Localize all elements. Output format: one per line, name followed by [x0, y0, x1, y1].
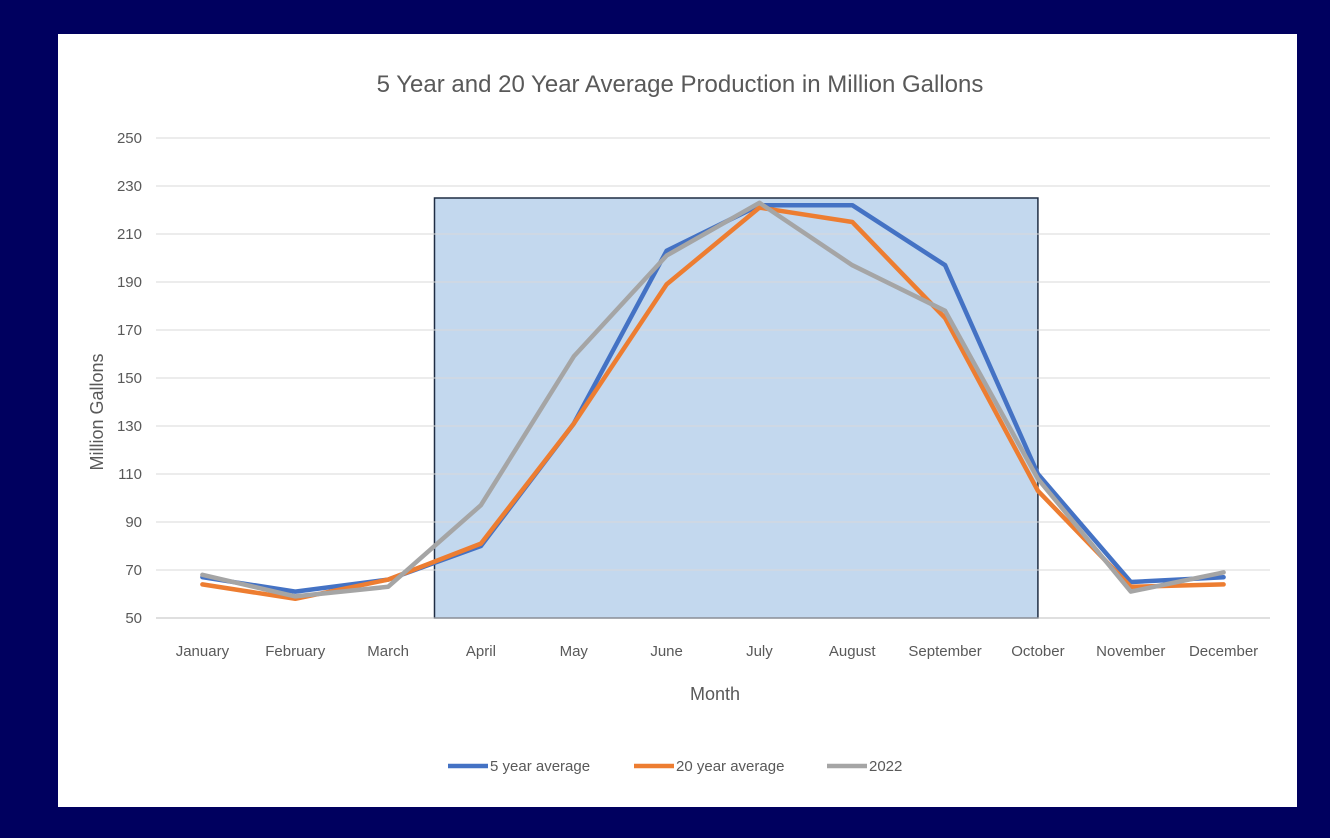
- x-tick-label: June: [650, 643, 683, 660]
- y-tick-label: 50: [125, 610, 142, 627]
- y-axis-title: Million Gallons: [87, 353, 107, 470]
- x-tick-label: January: [176, 643, 230, 660]
- y-tick-label: 190: [117, 274, 142, 291]
- legend-label: 20 year average: [676, 758, 784, 775]
- chart-panel: 50 70 90 110 130 150 170 190 210 230 250 January Fe…: [58, 34, 1297, 807]
- y-tick-label: 210: [117, 226, 142, 243]
- y-tick-label: 110: [118, 466, 142, 483]
- x-tick-label: April: [466, 643, 496, 660]
- x-tick-label: July: [746, 643, 773, 660]
- y-tick-label: 150: [117, 370, 142, 387]
- chart-title: 5 Year and 20 Year Average Production in…: [377, 71, 984, 98]
- legend-label: 2022: [869, 758, 902, 775]
- series-line-3: [200, 200, 1226, 599]
- y-tick-label: 170: [117, 322, 142, 339]
- y-tick-label: 230: [117, 178, 142, 195]
- legend: 5 year average 20 year average 2022: [448, 758, 902, 775]
- x-tick-label: October: [1011, 643, 1064, 660]
- x-tick-label: November: [1096, 643, 1165, 660]
- series-line-2: [200, 205, 1226, 602]
- y-tick-label: 90: [125, 514, 142, 531]
- x-tick-label: December: [1189, 643, 1258, 660]
- x-tick-label: September: [908, 643, 981, 660]
- x-tick-label: February: [265, 643, 326, 660]
- y-tick-label: 130: [117, 418, 142, 435]
- line-chart: 50 70 90 110 130 150 170 190 210 230 250 January Fe…: [87, 71, 1270, 775]
- legend-label: 5 year average: [490, 758, 590, 775]
- x-tick-label: August: [829, 643, 877, 660]
- x-axis-title: Month: [690, 684, 740, 704]
- x-tick-label: May: [560, 643, 589, 660]
- y-tick-label: 70: [125, 562, 142, 579]
- highlight-region: [433, 197, 1039, 619]
- y-tick-label: 250: [117, 130, 142, 147]
- x-tick-label: March: [367, 643, 409, 660]
